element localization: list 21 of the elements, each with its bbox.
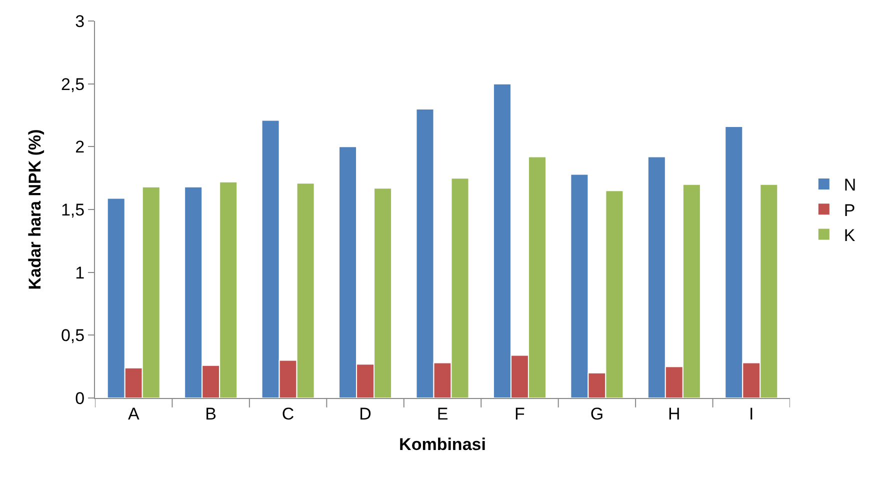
y-axis-title: Kadar hara NPK (%) bbox=[26, 129, 45, 290]
y-tick-label: 0,5 bbox=[60, 326, 85, 346]
x-tick-label: B bbox=[205, 404, 216, 424]
legend-label: N bbox=[844, 176, 856, 195]
x-tick-label: A bbox=[128, 404, 140, 424]
x-axis-title: Kombinasi bbox=[399, 434, 486, 454]
y-tick-label: 2,5 bbox=[60, 74, 85, 94]
y-tick-label: 3 bbox=[75, 12, 85, 31]
y-tick-label: 1,5 bbox=[60, 200, 85, 220]
legend-label: P bbox=[844, 200, 856, 220]
x-tick-label: C bbox=[282, 404, 294, 424]
x-tick-label: I bbox=[749, 404, 754, 424]
y-tick-label: 1 bbox=[75, 263, 85, 282]
x-tick-label: H bbox=[668, 404, 680, 424]
x-tick-label: D bbox=[359, 404, 372, 424]
legend-label: K bbox=[844, 226, 856, 245]
x-tick-label: G bbox=[590, 404, 604, 424]
x-tick-label: F bbox=[514, 404, 525, 424]
y-tick-label: 2 bbox=[75, 138, 85, 157]
y-tick-label: 0 bbox=[75, 388, 85, 408]
x-tick-label: E bbox=[436, 404, 448, 424]
